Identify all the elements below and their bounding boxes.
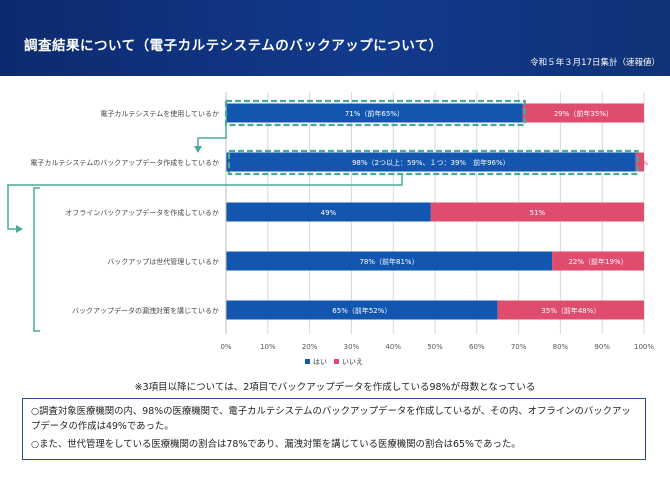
bar-label-no: 29%（前年35%）	[554, 109, 613, 118]
page-subtitle: 令和５年３月17日集計（速報値）	[530, 58, 660, 68]
summary-box: ○調査対象医療機関の内、98%の医療機関で、電子カルテシステムのバックアップデー…	[22, 398, 646, 460]
arrow-head-2	[16, 225, 23, 233]
page-title: 調査結果について（電子カルテシステムのバックアップについて）	[24, 38, 443, 54]
category-label: 電子カルテシステムを使用しているか	[100, 109, 219, 118]
x-tick-label: 60%	[469, 343, 485, 351]
bar-no	[552, 251, 644, 271]
legend-swatch-yes	[305, 359, 310, 364]
x-tick-label: 40%	[385, 343, 401, 351]
bar-yes	[226, 300, 498, 320]
bar-yes	[226, 152, 636, 172]
arrow-head-1	[194, 146, 202, 153]
summary-line-2: ○また、世代管理をしている医療機関の割合は78%であり、漏洩対策を講じている医療…	[31, 439, 521, 450]
bar-label-no: 35%（前年48%）	[541, 306, 600, 315]
x-tick-label: 100%	[634, 343, 654, 351]
category-label: バックアップは世代管理しているか	[107, 257, 219, 266]
bar-no	[430, 202, 644, 222]
bar-label-yes: 98%（2つ以上：59%、１つ：39% 前年96%）	[352, 158, 510, 167]
stacked-bar-chart: 0% 10% 20% 30% 40% 50% 60% 70% 80% 90% 100% 71%（前年6…	[7, 92, 654, 366]
legend-label-yes: はい	[313, 358, 327, 366]
connector-line-1	[197, 126, 227, 148]
x-tick-label: 90%	[594, 343, 610, 351]
x-tick-label: 20%	[302, 343, 318, 351]
bar-no	[522, 103, 644, 123]
bar-yes	[226, 103, 523, 123]
legend-label-no: いいえ	[342, 358, 363, 366]
x-tick-label: 30%	[344, 343, 360, 351]
bar-label-yes: 78%（前年81%）	[359, 257, 418, 266]
x-tick-label: 80%	[553, 343, 569, 351]
category-label: バックアップデータの漏洩対策を講じているか	[72, 306, 219, 315]
bar-label-yes: 49%	[321, 209, 337, 217]
bar-label-no: 2%	[639, 160, 649, 167]
x-tick-label: 0%	[220, 343, 231, 351]
group-bracket	[33, 187, 40, 332]
summary-line-1: ○調査対象医療機関の内、98%の医療機関で、電子カルテシステムのバックアップデー…	[31, 406, 631, 432]
bar-label-yes: 71%（前年65%）	[345, 109, 404, 118]
category-label: 電子カルテシステムのバックアップデータ作成をしているか	[30, 158, 219, 167]
bar-no	[635, 152, 644, 172]
bar-yes	[226, 251, 553, 271]
bar-label-no: 51%	[530, 209, 546, 217]
x-tick-label: 10%	[260, 343, 276, 351]
highlight-box-row-2	[227, 149, 639, 176]
bar-yes	[226, 202, 431, 222]
bar-label-no: 22%（前年19%）	[568, 257, 627, 266]
bar-no	[497, 300, 644, 320]
x-tick-label: 70%	[511, 343, 527, 351]
footnote: ※3項目以降については、2項目でバックアップデータを作成している98%が母数とな…	[134, 382, 536, 393]
connector-line-2	[7, 174, 403, 230]
category-label: オフラインバックアップデータを作成しているか	[65, 208, 219, 217]
highlight-box-row-1	[224, 99, 526, 127]
legend-swatch-no	[334, 359, 339, 364]
bar-label-yes: 65%（前年52%）	[332, 306, 391, 315]
header-bar: 調査結果について（電子カルテシステムのバックアップについて） 令和５年３月17日…	[0, 0, 670, 76]
x-tick-label: 50%	[427, 343, 443, 351]
